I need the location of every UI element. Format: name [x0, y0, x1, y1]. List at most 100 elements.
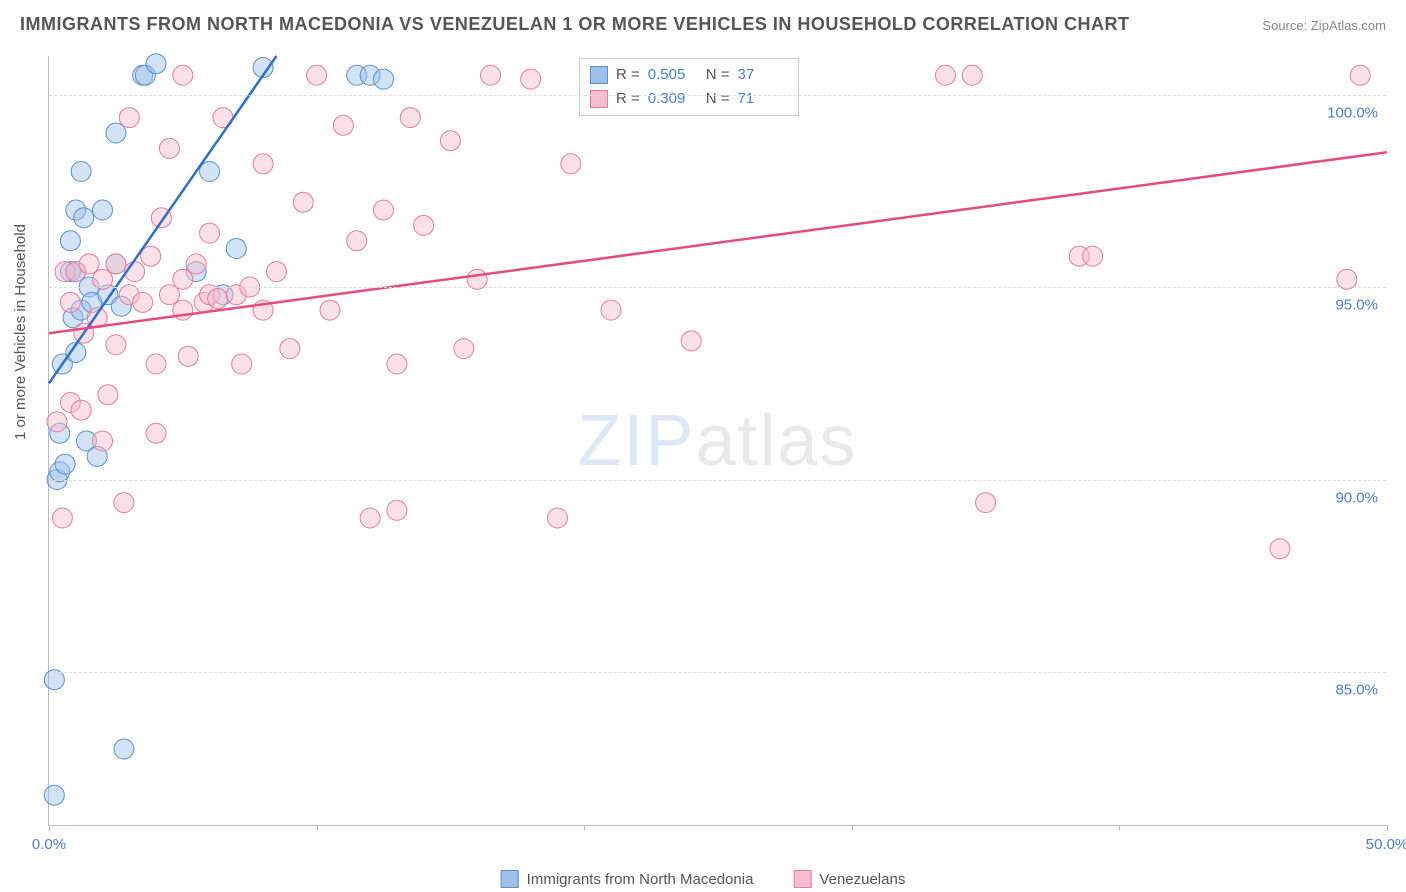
data-point: [307, 65, 327, 85]
y-tick-label: 85.0%: [1335, 682, 1378, 699]
data-point: [414, 215, 434, 235]
source-label: Source:: [1262, 18, 1307, 33]
gridline: [49, 480, 1386, 481]
source-link[interactable]: ZipAtlas.com: [1311, 18, 1386, 33]
data-point: [320, 300, 340, 320]
data-point: [293, 192, 313, 212]
data-point: [374, 69, 394, 89]
data-point: [454, 339, 474, 359]
data-point: [1350, 65, 1370, 85]
data-point: [106, 254, 126, 274]
stat-n-label: N =: [706, 87, 730, 111]
stat-n-value: 37: [738, 63, 788, 87]
legend-swatch: [793, 870, 811, 888]
data-point: [547, 508, 567, 528]
data-point: [93, 431, 113, 451]
data-point: [60, 231, 80, 251]
data-point: [601, 300, 621, 320]
data-point: [387, 354, 407, 374]
chart-title: IMMIGRANTS FROM NORTH MACEDONIA VS VENEZ…: [20, 14, 1130, 35]
scatter-chart-svg: [49, 56, 1386, 825]
data-point: [521, 69, 541, 89]
data-point: [44, 785, 64, 805]
stats-legend-row: R = 0.505 N = 37: [590, 63, 788, 87]
x-tick: [584, 825, 585, 831]
data-point: [1083, 246, 1103, 266]
x-tick: [317, 825, 318, 831]
data-point: [74, 208, 94, 228]
y-tick-label: 90.0%: [1335, 489, 1378, 506]
data-point: [561, 154, 581, 174]
y-tick-label: 95.0%: [1335, 297, 1378, 314]
stat-r-label: R =: [616, 87, 640, 111]
x-tick: [852, 825, 853, 831]
data-point: [200, 223, 220, 243]
x-tick: [49, 825, 50, 831]
x-tick: [1387, 825, 1388, 831]
stat-r-value: 0.505: [648, 63, 698, 87]
stat-n-label: N =: [706, 63, 730, 87]
gridline: [49, 672, 1386, 673]
x-tick-label: 50.0%: [1366, 836, 1406, 853]
data-point: [52, 508, 72, 528]
data-point: [333, 115, 353, 135]
data-point: [681, 331, 701, 351]
data-point: [387, 500, 407, 520]
data-point: [133, 292, 153, 312]
legend-swatch: [501, 870, 519, 888]
data-point: [935, 65, 955, 85]
data-point: [481, 65, 501, 85]
data-point: [159, 138, 179, 158]
data-point: [60, 292, 80, 312]
data-point: [976, 493, 996, 513]
legend-item: Immigrants from North Macedonia: [501, 870, 754, 888]
x-tick-label: 0.0%: [32, 836, 66, 853]
stats-legend-row: R = 0.309 N = 71: [590, 87, 788, 111]
data-point: [347, 231, 367, 251]
gridline: [49, 95, 1386, 96]
data-point: [226, 239, 246, 259]
data-point: [79, 254, 99, 274]
plot-area: ZIPatlas R =0.505N =37R =0.309N =71 85.0…: [48, 56, 1386, 826]
data-point: [266, 262, 286, 282]
data-point: [71, 162, 91, 182]
data-point: [146, 423, 166, 443]
data-point: [106, 123, 126, 143]
data-point: [208, 289, 228, 309]
x-tick: [1119, 825, 1120, 831]
stat-r-label: R =: [616, 63, 640, 87]
y-axis-label: 1 or more Vehicles in Household: [12, 224, 29, 440]
trend-line: [49, 152, 1387, 333]
data-point: [400, 108, 420, 128]
data-point: [360, 508, 380, 528]
stats-legend: R = 0.505 N = 37 R = 0.309 N = 71: [579, 58, 799, 116]
legend-swatch: [590, 66, 608, 84]
data-point: [146, 54, 166, 74]
data-point: [114, 493, 134, 513]
data-point: [146, 354, 166, 374]
data-point: [106, 335, 126, 355]
data-point: [440, 131, 460, 151]
data-point: [98, 385, 118, 405]
stat-r-value: 0.309: [648, 87, 698, 111]
data-point: [280, 339, 300, 359]
y-tick-label: 100.0%: [1327, 104, 1378, 121]
data-point: [71, 400, 91, 420]
data-point: [114, 739, 134, 759]
data-point: [253, 154, 273, 174]
series-legend: Immigrants from North Macedonia Venezuela…: [501, 870, 906, 888]
legend-item: Venezuelans: [793, 870, 905, 888]
data-point: [178, 346, 198, 366]
data-point: [374, 200, 394, 220]
data-point: [93, 200, 113, 220]
data-point: [119, 108, 139, 128]
stat-n-value: 71: [738, 87, 788, 111]
data-point: [962, 65, 982, 85]
gridline: [49, 287, 1386, 288]
source-attribution: Source: ZipAtlas.com: [1262, 18, 1386, 33]
data-point: [173, 65, 193, 85]
legend-label: Immigrants from North Macedonia: [527, 871, 754, 888]
legend-label: Venezuelans: [819, 871, 905, 888]
data-point: [186, 254, 206, 274]
legend-swatch: [590, 90, 608, 108]
